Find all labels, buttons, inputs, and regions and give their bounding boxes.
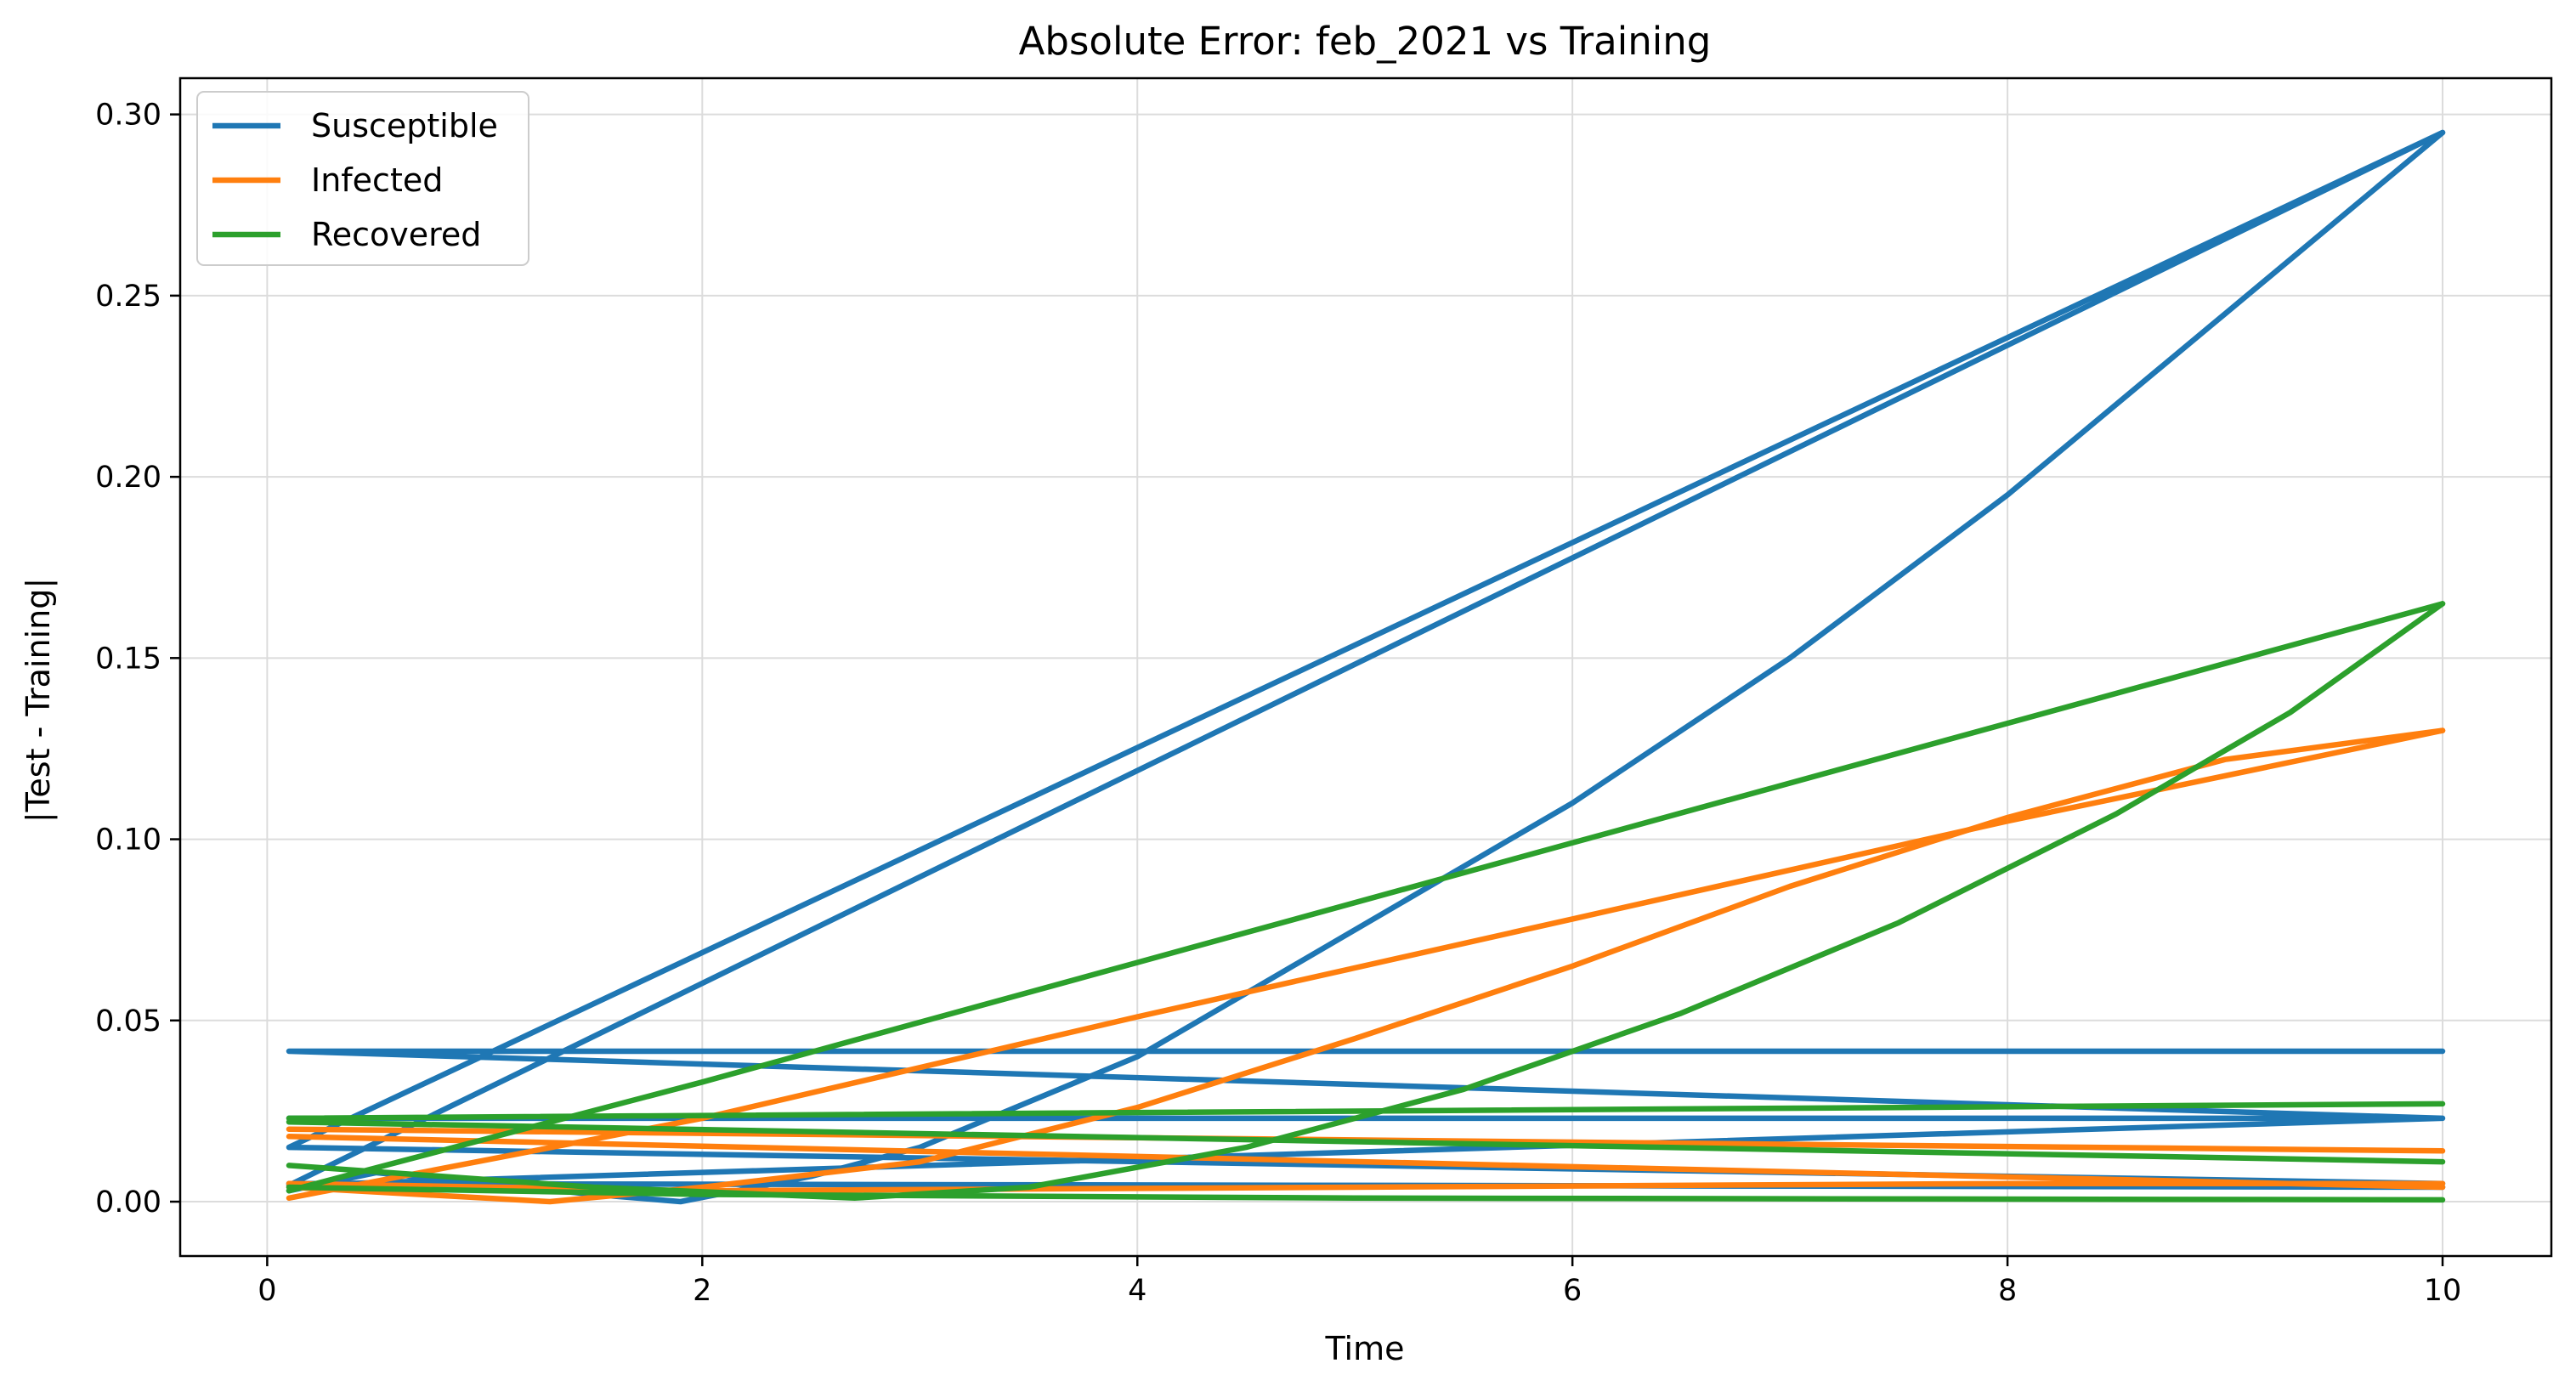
series-line-recovered <box>286 1118 2446 1165</box>
y-tick-label: 0.30 <box>95 99 161 133</box>
legend-label-recovered: Recovered <box>311 216 481 253</box>
series-lines <box>286 129 2446 1205</box>
y-tick-label: 0.25 <box>95 280 161 314</box>
plot-area-frame <box>178 76 2553 1258</box>
x-tick-label: 10 <box>2424 1274 2462 1308</box>
x-tick-label: 4 <box>1128 1274 1146 1308</box>
x-tick-label: 6 <box>1563 1274 1582 1308</box>
series-line-infected <box>286 1134 2446 1191</box>
x-axis-label: Time <box>1325 1330 1405 1367</box>
legend-label-susceptible: Susceptible <box>311 107 498 144</box>
series-line-infected <box>286 1180 2446 1194</box>
legend-box <box>196 91 529 266</box>
x-tick-label: 8 <box>1998 1274 2017 1308</box>
y-axis-label: |Test - Training| <box>20 578 58 823</box>
y-tick-label: 0.10 <box>95 823 161 857</box>
series-line-susceptible <box>286 129 2446 1189</box>
legend: Susceptible Infected Recovered <box>196 91 529 266</box>
chart-title: Absolute Error: feb_2021 vs Training <box>1019 19 1712 64</box>
x-tick-label: 0 <box>258 1274 276 1308</box>
axis-ticks: 0 2 4 6 8 10 0.00 0.05 0.10 0.15 0.20 0.25 0.30 <box>95 99 2461 1308</box>
y-tick-label: 0.15 <box>95 642 161 676</box>
y-tick-label: 0.20 <box>95 461 161 495</box>
series-line-recovered <box>286 601 2446 1194</box>
legend-label-infected: Infected <box>311 161 443 199</box>
series-line-recovered <box>286 1184 2446 1203</box>
y-tick-label: 0.00 <box>95 1185 161 1219</box>
x-tick-label: 2 <box>693 1274 711 1308</box>
series-line-recovered <box>286 1101 2446 1122</box>
y-tick-label: 0.05 <box>95 1004 161 1038</box>
